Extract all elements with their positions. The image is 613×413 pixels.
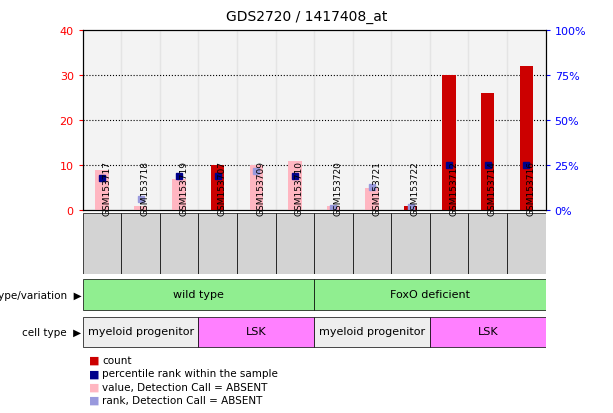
Text: GSM153719: GSM153719: [179, 161, 188, 215]
Bar: [520, 67, 533, 211]
Text: GSM153712: GSM153712: [449, 161, 458, 215]
Bar: [121, 214, 160, 275]
Bar: [468, 31, 507, 211]
Bar: [327, 206, 340, 211]
Text: GSM153722: GSM153722: [411, 161, 419, 215]
Bar: [249, 166, 263, 211]
Text: myeloid progenitor: myeloid progenitor: [88, 326, 194, 336]
Text: LSK: LSK: [478, 326, 498, 336]
Bar: [365, 188, 379, 211]
Bar: [199, 214, 237, 275]
Text: GSM153716: GSM153716: [527, 161, 535, 215]
Text: ■: ■: [89, 382, 99, 392]
Bar: [391, 214, 430, 275]
Bar: [352, 214, 391, 275]
Bar: [443, 76, 456, 211]
Bar: [404, 206, 417, 211]
Bar: [237, 214, 276, 275]
Bar: [276, 214, 314, 275]
Bar: [507, 31, 546, 211]
Bar: [288, 161, 302, 211]
Text: percentile rank within the sample: percentile rank within the sample: [102, 368, 278, 378]
Bar: [83, 214, 121, 275]
Bar: [95, 170, 109, 211]
Text: value, Detection Call = ABSENT: value, Detection Call = ABSENT: [102, 382, 268, 392]
Bar: [83, 317, 199, 347]
Text: ■: ■: [89, 355, 99, 365]
Bar: [314, 317, 430, 347]
Bar: [430, 31, 468, 211]
Bar: [314, 31, 352, 211]
Bar: [391, 31, 430, 211]
Bar: [199, 31, 237, 211]
Bar: [83, 31, 121, 211]
Bar: [314, 280, 546, 310]
Text: GSM153718: GSM153718: [140, 161, 150, 215]
Bar: [430, 317, 546, 347]
Text: GSM153710: GSM153710: [295, 161, 304, 215]
Bar: [237, 31, 276, 211]
Text: GSM153707: GSM153707: [218, 161, 227, 215]
Bar: [134, 206, 147, 211]
Text: GSM153720: GSM153720: [333, 161, 343, 215]
Text: cell type  ▶: cell type ▶: [23, 327, 82, 337]
Bar: [121, 31, 160, 211]
Text: GSM153714: GSM153714: [488, 161, 497, 215]
Text: GDS2720 / 1417408_at: GDS2720 / 1417408_at: [226, 10, 387, 24]
Text: rank, Detection Call = ABSENT: rank, Detection Call = ABSENT: [102, 395, 263, 405]
Bar: [481, 94, 495, 211]
Bar: [314, 214, 352, 275]
Text: ■: ■: [89, 368, 99, 378]
Text: myeloid progenitor: myeloid progenitor: [319, 326, 425, 336]
Text: GSM153717: GSM153717: [102, 161, 111, 215]
Bar: [172, 179, 186, 211]
Bar: [430, 214, 468, 275]
Bar: [276, 31, 314, 211]
Bar: [507, 214, 546, 275]
Text: count: count: [102, 355, 132, 365]
Text: LSK: LSK: [246, 326, 267, 336]
Bar: [352, 31, 391, 211]
Bar: [199, 317, 314, 347]
Bar: [211, 166, 224, 211]
Bar: [468, 214, 507, 275]
Bar: [160, 214, 199, 275]
Text: GSM153709: GSM153709: [256, 161, 265, 215]
Text: wild type: wild type: [173, 289, 224, 299]
Text: GSM153721: GSM153721: [372, 161, 381, 215]
Text: ■: ■: [89, 395, 99, 405]
Bar: [160, 31, 199, 211]
Bar: [83, 280, 314, 310]
Text: genotype/variation  ▶: genotype/variation ▶: [0, 290, 82, 300]
Text: FoxO deficient: FoxO deficient: [390, 289, 470, 299]
